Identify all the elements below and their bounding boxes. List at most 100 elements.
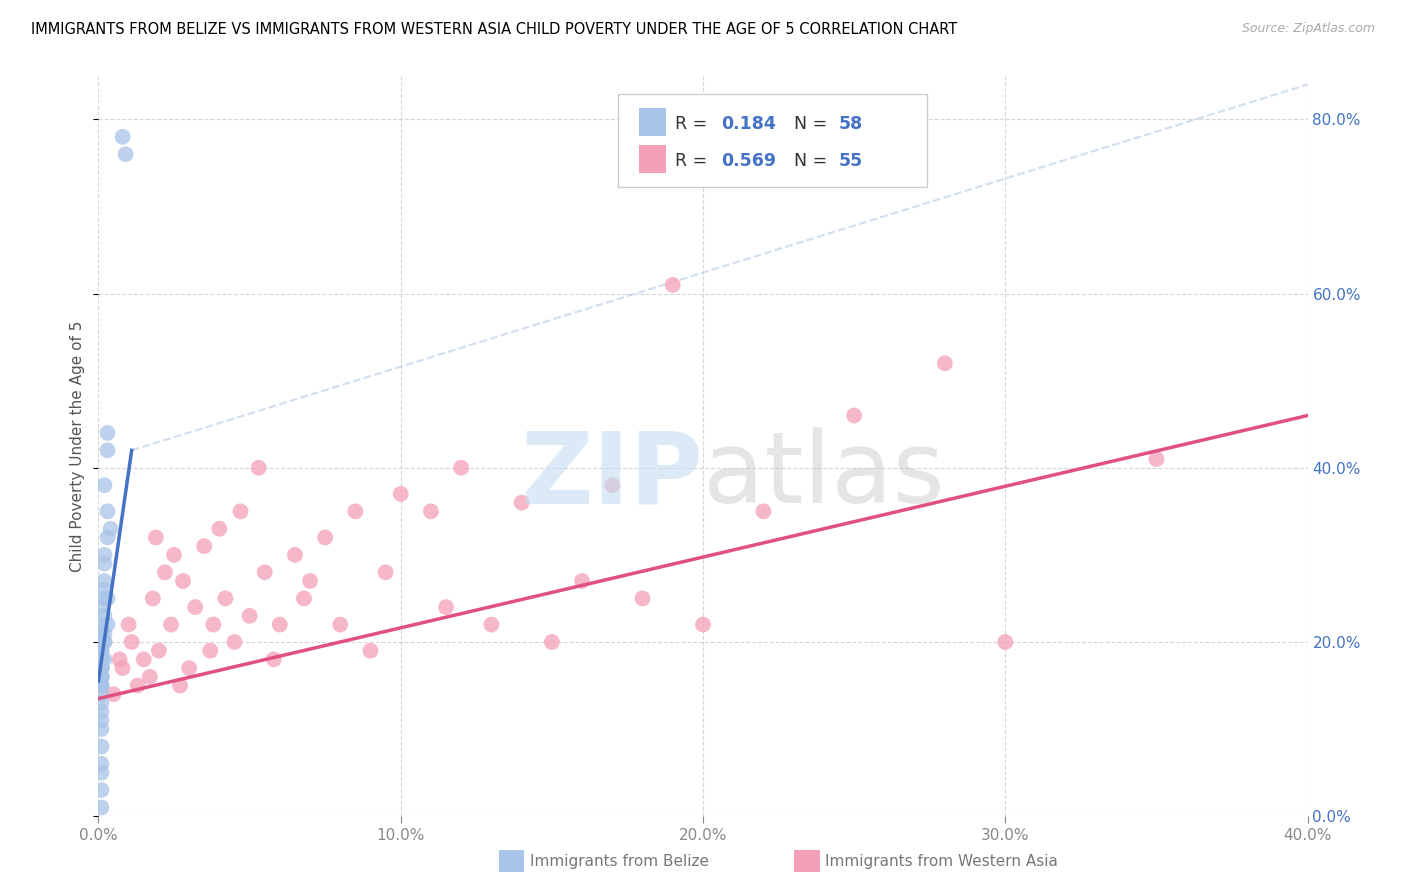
Point [121,635,143,649]
Point [202,617,225,632]
Point [93,548,115,562]
Point [148,643,170,657]
Point [208,522,231,536]
Point [314,531,336,545]
Point [90,661,112,675]
Point [118,617,141,632]
Text: 0.184: 0.184 [721,115,776,133]
Point [284,548,307,562]
Point [200,643,222,657]
Text: 0.569: 0.569 [721,152,776,170]
Text: Immigrants from Belize: Immigrants from Belize [530,855,709,869]
Point [90,696,112,710]
Point [139,670,162,684]
Point [90,652,112,666]
Point [93,557,115,571]
Point [90,643,112,657]
Point [90,670,112,684]
Point [93,652,115,666]
Point [90,800,112,814]
Point [434,600,457,615]
Point [994,635,1017,649]
Point [90,705,112,719]
Point [90,661,112,675]
Point [253,566,276,580]
Point [93,635,115,649]
Point [90,643,112,657]
Point [692,617,714,632]
Point [90,765,112,780]
Point [90,687,112,701]
Point [90,635,112,649]
Point [145,531,167,545]
Point [160,617,183,632]
Point [360,643,382,657]
Text: R =: R = [675,152,713,170]
Point [229,504,252,518]
Point [96,591,118,606]
Point [450,460,472,475]
Point [90,670,112,684]
Point [132,652,155,666]
Point [214,591,236,606]
Text: Immigrants from Western Asia: Immigrants from Western Asia [825,855,1059,869]
Point [90,739,112,754]
Point [90,722,112,736]
Text: IMMIGRANTS FROM BELIZE VS IMMIGRANTS FROM WESTERN ASIA CHILD POVERTY UNDER THE A: IMMIGRANTS FROM BELIZE VS IMMIGRANTS FRO… [31,22,957,37]
Point [163,548,186,562]
Text: R =: R = [675,115,713,133]
Point [96,617,118,632]
Point [292,591,315,606]
Point [90,617,112,632]
Point [934,356,956,370]
Point [96,425,118,440]
Point [111,661,134,675]
Point [90,661,112,675]
Point [90,670,112,684]
Point [263,652,285,666]
Point [93,582,115,597]
Text: Source: ZipAtlas.com: Source: ZipAtlas.com [1241,22,1375,36]
Point [481,617,503,632]
Point [540,635,562,649]
Point [100,522,122,536]
Point [90,670,112,684]
Text: N =: N = [793,115,832,133]
Point [96,504,118,518]
Point [184,600,207,615]
Point [90,679,112,693]
Point [90,714,112,728]
Point [90,661,112,675]
Point [420,504,443,518]
Point [90,652,112,666]
Text: N =: N = [793,152,832,170]
Point [90,652,112,666]
Point [153,566,176,580]
Point [93,635,115,649]
FancyBboxPatch shape [619,95,927,187]
Point [96,531,118,545]
Point [93,591,115,606]
Point [90,626,112,640]
Point [661,277,683,292]
Point [90,661,112,675]
Point [93,574,115,588]
Text: atlas: atlas [703,427,945,524]
Y-axis label: Child Poverty Under the Age of 5: Child Poverty Under the Age of 5 [70,320,86,572]
Point [602,478,624,492]
Point [127,679,149,693]
Point [344,504,367,518]
Point [108,652,131,666]
Point [90,661,112,675]
Point [169,679,191,693]
Point [247,460,270,475]
Point [374,566,396,580]
Point [299,574,322,588]
Text: 58: 58 [838,115,863,133]
Point [631,591,654,606]
Point [571,574,593,588]
Point [90,756,112,771]
Text: 55: 55 [838,152,863,170]
Point [844,409,866,423]
Point [752,504,775,518]
